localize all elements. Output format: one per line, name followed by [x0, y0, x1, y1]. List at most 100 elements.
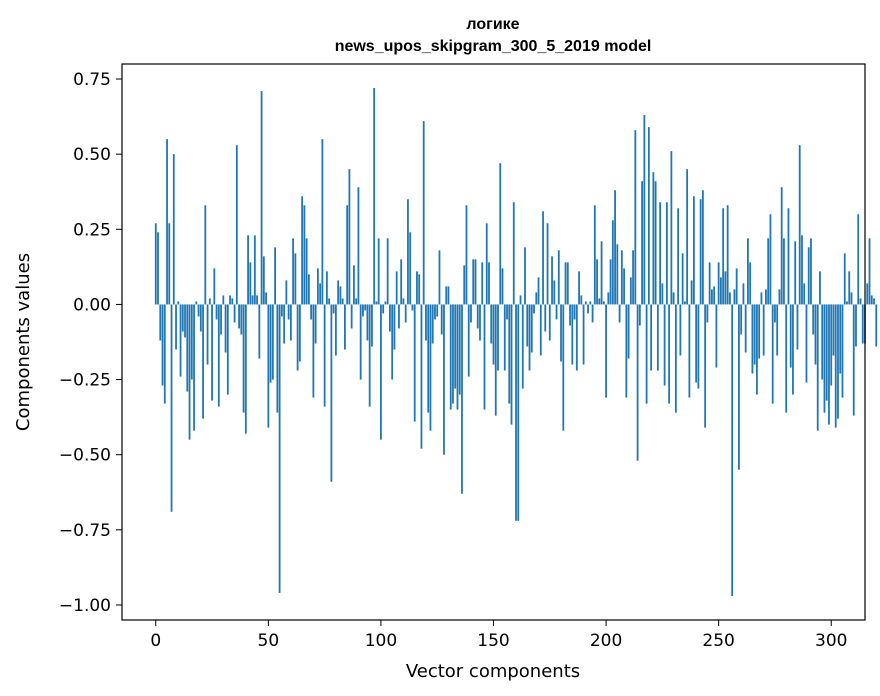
bar	[278, 304, 281, 593]
bar	[431, 304, 434, 344]
bar	[749, 262, 752, 305]
bar	[289, 304, 292, 341]
bar	[190, 304, 193, 380]
bar	[530, 304, 533, 353]
bar	[555, 304, 558, 320]
bar	[481, 262, 484, 305]
bar	[816, 304, 819, 431]
y-tick-label: 0.00	[73, 295, 111, 315]
bar	[420, 304, 423, 449]
bar	[654, 181, 657, 305]
bar	[332, 304, 335, 314]
bar	[321, 139, 324, 305]
bar-series	[154, 88, 878, 596]
bar	[366, 304, 369, 341]
bar	[220, 304, 222, 335]
bar	[472, 259, 475, 305]
bar	[170, 304, 173, 512]
bar	[364, 304, 367, 311]
bar	[614, 190, 616, 305]
bar	[602, 301, 605, 305]
bar	[456, 304, 459, 410]
bar	[463, 265, 466, 305]
bar	[656, 304, 659, 371]
bar	[267, 304, 270, 428]
bar	[726, 205, 729, 305]
bar	[416, 271, 418, 305]
bar	[778, 289, 781, 305]
bar	[665, 202, 668, 305]
bar	[485, 223, 488, 305]
bar	[393, 304, 396, 350]
bar	[517, 304, 520, 521]
bar	[573, 304, 576, 320]
bar	[303, 205, 306, 305]
bar	[226, 304, 229, 395]
bar	[280, 304, 283, 317]
bar	[742, 283, 745, 305]
bar	[605, 304, 607, 398]
bar	[783, 238, 785, 305]
bar	[769, 214, 772, 305]
bar	[494, 304, 497, 416]
bar	[575, 304, 578, 371]
x-axis-label: Vector components	[406, 661, 580, 682]
bar	[307, 274, 310, 305]
bar	[566, 262, 569, 305]
bar	[821, 304, 824, 380]
bar	[244, 304, 247, 434]
bar	[834, 304, 837, 428]
bar	[625, 304, 628, 398]
bar	[683, 301, 686, 305]
bar	[271, 304, 274, 380]
bar	[814, 304, 817, 365]
bar	[661, 283, 664, 305]
bar	[688, 304, 691, 398]
bar	[294, 253, 297, 305]
x-axis-ticks: 0 50 100 150 200 250 300	[150, 620, 847, 651]
bar	[564, 262, 567, 305]
bar	[168, 223, 171, 305]
bar	[591, 304, 594, 323]
bar	[686, 169, 689, 305]
bar	[812, 304, 815, 335]
bar	[177, 301, 180, 305]
bar	[533, 304, 535, 314]
bar	[242, 304, 245, 413]
y-tick-label: −0.75	[59, 521, 111, 541]
bar	[720, 277, 722, 305]
bar	[427, 304, 430, 413]
bar	[521, 304, 524, 389]
bar	[837, 304, 839, 419]
bar	[868, 238, 871, 305]
bar	[157, 232, 159, 305]
bar	[217, 304, 220, 407]
bar	[789, 304, 792, 368]
chart-title-line2: news_upos_skipgram_300_5_2019 model	[335, 38, 652, 55]
bar	[418, 274, 421, 305]
bar	[265, 292, 267, 305]
bar	[512, 202, 515, 305]
bar	[204, 205, 207, 305]
bar	[557, 250, 560, 305]
bar	[344, 304, 346, 350]
bar	[213, 268, 216, 305]
bar	[756, 304, 758, 395]
bar	[181, 304, 184, 332]
bar	[571, 304, 574, 365]
bar	[222, 295, 225, 305]
bar	[449, 304, 452, 410]
bar	[798, 145, 801, 305]
bar	[287, 304, 290, 320]
bar	[542, 211, 544, 305]
bar	[744, 304, 747, 353]
bar	[353, 265, 355, 305]
bar	[373, 88, 376, 305]
bar	[650, 304, 653, 371]
bar	[607, 292, 610, 305]
bar	[316, 268, 319, 305]
bar	[163, 304, 166, 404]
bar	[551, 256, 553, 305]
bar	[724, 271, 727, 305]
bar	[618, 304, 621, 323]
